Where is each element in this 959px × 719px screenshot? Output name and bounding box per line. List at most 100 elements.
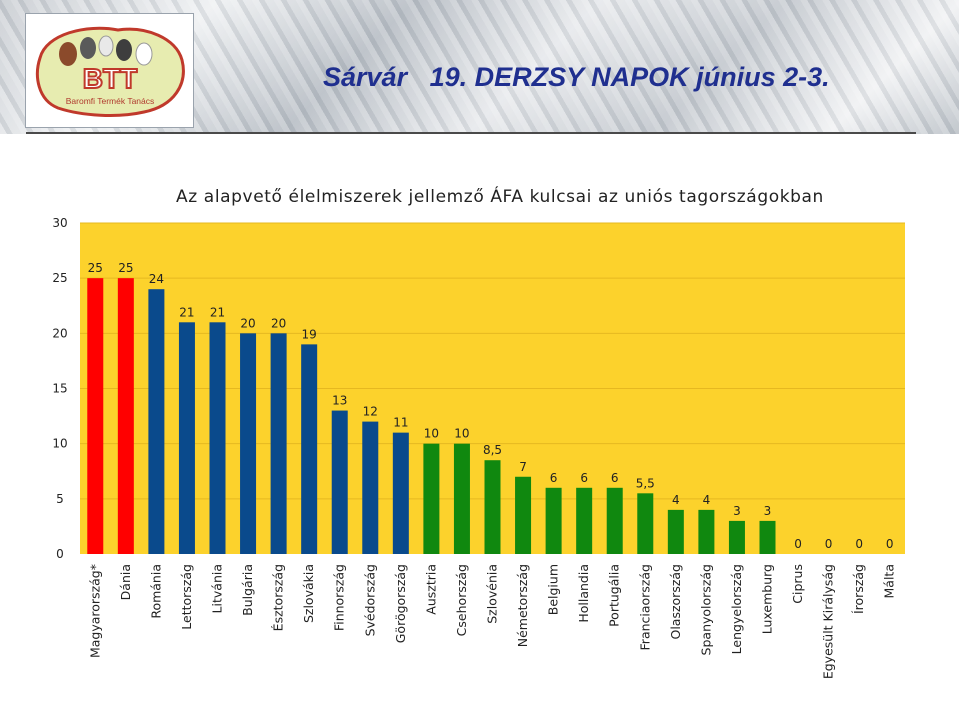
bar (117, 278, 134, 554)
bar-value-label: 6 (550, 471, 558, 485)
bar-value-label: 19 (302, 327, 317, 341)
bar (667, 509, 684, 554)
x-tick-label: Szlovénia (485, 564, 500, 624)
bar (423, 443, 440, 554)
bar-value-label: 0 (825, 537, 833, 551)
bar (728, 520, 745, 554)
vat-rate-chart: Az alapvető élelmiszerek jellemző ÁFA ku… (52, 185, 905, 679)
x-tick-label: Egyesült Királyság (821, 564, 836, 679)
bar-value-label: 5,5 (636, 476, 655, 490)
x-tick-label: Görögország (393, 564, 408, 643)
y-tick-label: 5 (56, 492, 64, 506)
y-tick-label: 10 (52, 437, 67, 451)
bar (453, 443, 470, 554)
bar-value-label: 0 (886, 537, 894, 551)
bar (331, 410, 348, 554)
x-tick-label: Svédország (362, 564, 377, 636)
x-tick-label: Spanyolország (698, 564, 713, 655)
bar (148, 289, 165, 554)
bar-value-label: 20 (271, 316, 286, 330)
bar-value-label: 21 (210, 305, 225, 319)
x-tick-label: Ausztria (423, 564, 438, 615)
y-tick-label: 25 (52, 271, 67, 285)
btt-logo: BTT Baromfi Termék Tanács (25, 13, 194, 128)
y-tick-label: 15 (52, 382, 67, 396)
x-tick-label: Portugália (607, 564, 622, 627)
bar (698, 509, 715, 554)
turkey-icon (80, 37, 96, 59)
x-tick-label: Luxemburg (760, 564, 775, 634)
bar (209, 322, 226, 554)
bar (240, 333, 257, 554)
bar-value-label: 11 (393, 416, 408, 430)
x-tick-label: Bulgária (240, 564, 255, 616)
bar (576, 487, 593, 554)
x-tick-label: Ciprus (790, 564, 805, 604)
y-tick-label: 20 (52, 326, 67, 340)
x-tick-label: Franciaország (637, 564, 652, 650)
bar (545, 487, 562, 554)
bar-value-label: 20 (240, 316, 255, 330)
bar-value-label: 3 (733, 504, 741, 518)
bar (392, 432, 409, 554)
x-tick-label: Írország (851, 564, 866, 614)
x-tick-label: Hollandia (576, 564, 591, 623)
bar-value-label: 21 (179, 305, 194, 319)
bar-value-label: 0 (855, 537, 863, 551)
page-title: Sárvár 19. DERZSY NAPOK június 2-3. (323, 62, 830, 92)
header-divider (26, 132, 916, 134)
x-tick-label: Finnország (332, 564, 347, 631)
bar-value-label: 8,5 (483, 443, 502, 457)
bar (484, 460, 501, 554)
bar (606, 487, 623, 554)
hen-icon (135, 42, 153, 66)
bar-value-label: 0 (794, 537, 802, 551)
y-axis: 0 5 10 15 20 25 30 (52, 216, 67, 561)
x-tick-label: Litvánia (210, 564, 225, 613)
x-tick-label: Románia (148, 564, 163, 619)
bar (87, 278, 104, 554)
bar (301, 344, 318, 554)
goose-icon (98, 35, 114, 57)
logo-subtitle: Baromfi Termék Tanács (66, 96, 155, 106)
bar-value-label: 4 (703, 493, 711, 507)
x-tick-label: Dánia (118, 564, 133, 600)
x-tick-label: Belgium (546, 564, 561, 615)
bar-value-label: 3 (764, 504, 772, 518)
duck-icon (116, 39, 132, 61)
bars (87, 278, 776, 554)
bar-value-label: 6 (611, 471, 619, 485)
x-axis: Magyarország* Dánia Románia Lettország Litvá… (87, 564, 896, 679)
x-tick-label: Magyarország* (87, 564, 102, 658)
bar-value-label: 25 (118, 261, 133, 275)
x-tick-label: Lengyelország (729, 564, 744, 654)
logo-btt-text: BTT (83, 63, 137, 94)
bar-value-label: 12 (363, 405, 378, 419)
y-tick-label: 0 (56, 547, 64, 561)
x-tick-label: Olaszország (668, 564, 683, 640)
logo-graphic: BTT Baromfi Termék Tanács (36, 26, 185, 117)
bar (637, 493, 654, 554)
bar-value-label: 7 (519, 460, 527, 474)
bar-value-label: 13 (332, 394, 347, 408)
x-tick-label: Lettország (179, 564, 194, 630)
bar (759, 520, 776, 554)
bar (515, 476, 532, 554)
x-tick-label: Csehország (454, 564, 469, 636)
x-tick-label: Szlovákia (301, 564, 316, 623)
bar (362, 421, 379, 554)
bar (178, 322, 195, 554)
bar-value-label: 25 (88, 261, 103, 275)
bar-value-label: 10 (424, 427, 439, 441)
chart-title: Az alapvető élelmiszerek jellemző ÁFA ku… (176, 185, 824, 207)
data-labels: 25 25 24 21 21 20 20 19 13 12 11 10 10 8,5 7 6 6 6 5,5 4 4 3 3… (88, 261, 894, 551)
bar-value-label: 4 (672, 493, 680, 507)
bar-value-label: 6 (580, 471, 588, 485)
rooster-icon (59, 42, 77, 66)
bar-value-label: 10 (454, 427, 469, 441)
y-tick-label: 30 (52, 216, 67, 230)
bar-value-label: 24 (149, 272, 164, 286)
x-tick-label: Németország (515, 564, 530, 647)
x-tick-label: Észtország (271, 564, 286, 631)
bar (270, 333, 287, 554)
